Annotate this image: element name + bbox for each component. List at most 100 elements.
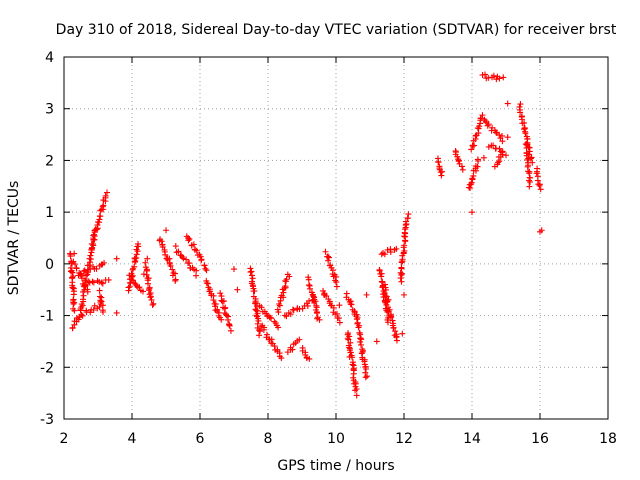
data-point xyxy=(305,276,312,283)
data-point xyxy=(493,76,500,83)
data-point xyxy=(336,319,343,326)
data-point xyxy=(79,275,86,282)
data-point xyxy=(190,241,197,248)
data-point xyxy=(384,298,391,305)
data-point xyxy=(99,280,106,287)
data-point xyxy=(299,347,306,354)
data-point xyxy=(304,302,311,309)
data-point xyxy=(224,316,231,323)
y-tick-label: 3 xyxy=(45,102,54,118)
data-point xyxy=(476,123,483,130)
data-point xyxy=(386,306,393,313)
data-point xyxy=(346,345,353,352)
data-point xyxy=(306,285,313,292)
data-point xyxy=(517,101,524,108)
data-point xyxy=(69,269,76,276)
data-point xyxy=(140,271,147,278)
data-point xyxy=(378,273,385,280)
data-point xyxy=(203,267,210,274)
data-point xyxy=(102,192,109,199)
data-point xyxy=(85,269,92,276)
data-point xyxy=(90,279,97,286)
data-point xyxy=(69,284,76,291)
data-point xyxy=(496,131,503,138)
data-point xyxy=(336,302,343,309)
data-point xyxy=(258,304,265,311)
data-point xyxy=(71,307,78,314)
data-point xyxy=(398,264,405,271)
data-point xyxy=(485,121,492,128)
data-point xyxy=(96,303,103,310)
data-point xyxy=(493,129,500,136)
data-point xyxy=(166,255,173,262)
data-point xyxy=(183,256,190,263)
data-point xyxy=(67,268,74,275)
data-point xyxy=(83,272,90,279)
data-point xyxy=(99,203,106,210)
data-point xyxy=(384,246,391,253)
data-point xyxy=(355,324,362,331)
data-point xyxy=(438,168,445,175)
data-point xyxy=(280,289,287,296)
data-point xyxy=(345,336,352,343)
data-point xyxy=(234,286,241,293)
data-point xyxy=(373,338,380,345)
data-point xyxy=(499,151,506,158)
data-point xyxy=(459,166,466,173)
data-point xyxy=(405,211,412,218)
x-tick-label: 16 xyxy=(531,431,549,447)
data-point xyxy=(95,218,102,225)
data-point xyxy=(70,291,77,298)
data-point xyxy=(256,332,263,339)
data-point xyxy=(159,243,166,250)
data-point xyxy=(203,279,210,286)
data-point xyxy=(383,293,390,300)
data-point xyxy=(358,341,365,348)
data-point xyxy=(251,287,258,294)
data-point xyxy=(348,301,355,308)
data-point xyxy=(482,118,489,125)
y-tick-label: -3 xyxy=(40,412,54,428)
data-point xyxy=(80,292,87,299)
data-point xyxy=(265,312,271,319)
data-point xyxy=(353,385,360,392)
data-point xyxy=(322,248,329,255)
data-point xyxy=(197,253,204,260)
data-point xyxy=(504,134,511,141)
data-point xyxy=(455,157,462,164)
x-tick-label: 18 xyxy=(599,431,617,447)
data-point xyxy=(364,373,371,380)
data-point xyxy=(71,299,78,306)
data-point xyxy=(96,287,103,294)
data-point xyxy=(97,213,104,220)
data-point xyxy=(89,278,96,285)
x-tick-label: 6 xyxy=(196,431,205,447)
y-tick-label: 0 xyxy=(45,257,54,273)
data-point xyxy=(100,308,107,315)
data-point xyxy=(72,261,79,268)
data-point xyxy=(258,323,265,330)
data-point xyxy=(180,255,187,262)
data-point xyxy=(397,269,404,276)
data-point xyxy=(80,268,87,275)
data-point xyxy=(526,183,533,190)
data-point xyxy=(185,237,192,244)
data-point xyxy=(145,280,152,287)
data-point xyxy=(271,343,278,350)
data-point xyxy=(435,159,442,166)
data-point xyxy=(354,319,361,326)
data-point xyxy=(537,186,544,193)
data-point xyxy=(90,307,97,314)
data-point xyxy=(499,138,506,145)
y-tick-label: 1 xyxy=(45,205,54,221)
data-point xyxy=(398,278,405,285)
data-point xyxy=(149,301,156,308)
data-point xyxy=(217,290,224,297)
data-point xyxy=(172,243,179,250)
data-point xyxy=(148,296,155,303)
data-point xyxy=(256,328,263,335)
data-point xyxy=(468,146,475,153)
data-point xyxy=(524,136,531,143)
data-point xyxy=(210,297,217,304)
